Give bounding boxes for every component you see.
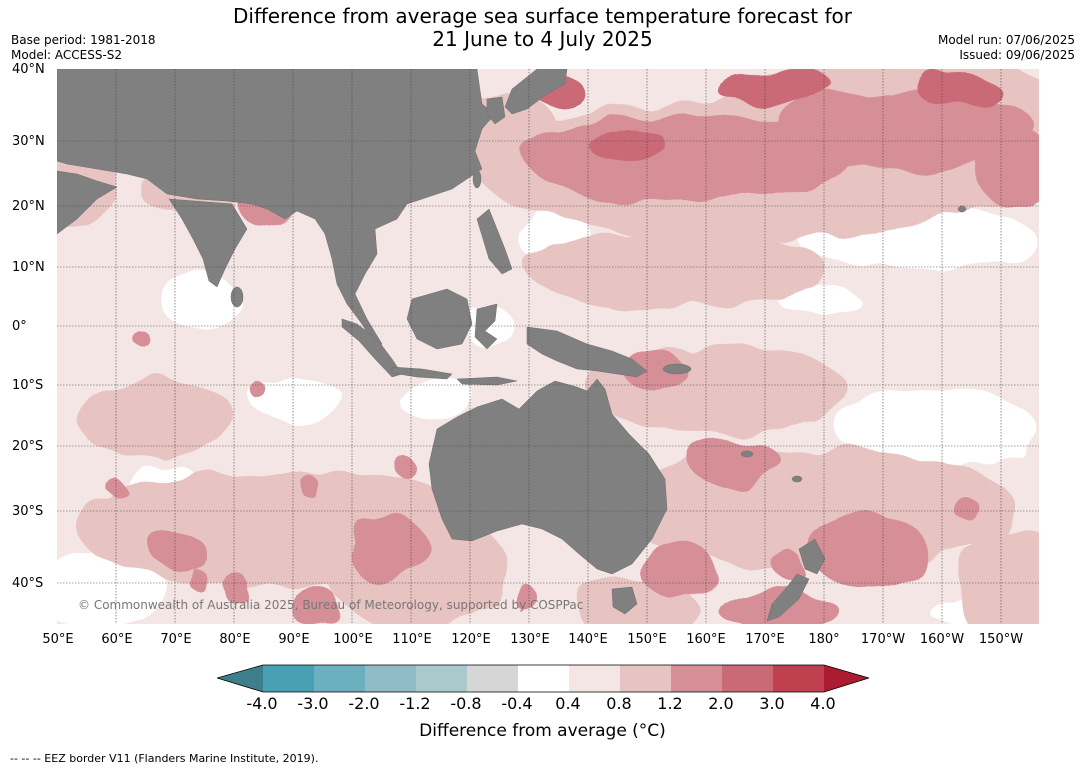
lat-label-20n: 20°N bbox=[12, 199, 45, 214]
colorbar-title: Difference from average (°C) bbox=[419, 721, 666, 741]
colorbar-low-arrow bbox=[217, 665, 263, 692]
colorbar-swatch-3 bbox=[365, 665, 416, 692]
colorbar-swatch-6 bbox=[518, 665, 569, 692]
colorbar-swatch-11 bbox=[773, 665, 824, 692]
graticule bbox=[57, 69, 1039, 624]
lon-label-150e: 150°E bbox=[627, 632, 667, 647]
lon-label-180: 180° bbox=[808, 632, 840, 647]
lon-label-100e: 100°E bbox=[333, 632, 373, 647]
lon-label-90e: 90°E bbox=[278, 632, 310, 647]
lon-label-110e: 110°E bbox=[392, 632, 432, 647]
lat-label-10s: 10°S bbox=[12, 378, 44, 393]
colorbar-tick: -2.0 bbox=[348, 694, 380, 713]
colorbar-tick: -3.0 bbox=[297, 694, 329, 713]
lon-label-170e: 170°E bbox=[745, 632, 785, 647]
anomaly-field bbox=[57, 69, 1039, 624]
base-period-text: Base period: 1981-2018 bbox=[11, 33, 156, 47]
lat-label-20s: 20°S bbox=[12, 439, 44, 454]
colorbar-swatch-4 bbox=[416, 665, 467, 692]
lon-label-50e: 50°E bbox=[42, 632, 74, 647]
colorbar-swatch-2 bbox=[314, 665, 365, 692]
colorbar-tick: 4.0 bbox=[810, 694, 836, 713]
colorbar-tick: 1.2 bbox=[657, 694, 683, 713]
lon-label-160e: 160°E bbox=[686, 632, 726, 647]
colorbar-swatch-8 bbox=[620, 665, 671, 692]
colorbar-swatch-7 bbox=[569, 665, 620, 692]
lon-label-170w: 170°W bbox=[860, 632, 906, 647]
lat-label-30s: 30°S bbox=[12, 504, 44, 519]
colorbar-high-arrow bbox=[824, 665, 869, 692]
model-name-text: Model: ACCESS-S2 bbox=[11, 48, 123, 62]
colorbar-swatch-5 bbox=[467, 665, 518, 692]
lon-label-70e: 70°E bbox=[160, 632, 192, 647]
colorbar-tick: 0.4 bbox=[555, 694, 581, 713]
lon-label-60e: 60°E bbox=[101, 632, 133, 647]
landmasses bbox=[57, 69, 967, 622]
map-title-line-1: Difference from average sea surface temp… bbox=[232, 4, 852, 28]
lat-label-40n: 40°N bbox=[12, 62, 45, 77]
sst-anomaly-map bbox=[57, 69, 1039, 624]
colorbar-tick: 2.0 bbox=[708, 694, 734, 713]
lon-label-130e: 130°E bbox=[510, 632, 550, 647]
lat-label-10n: 10°N bbox=[12, 260, 45, 275]
colorbar-outline bbox=[217, 664, 869, 693]
colorbar-swatch-10 bbox=[722, 665, 773, 692]
colorbar bbox=[217, 664, 869, 693]
model-run-text: Model run: 07/06/2025 bbox=[937, 33, 1075, 47]
eez-border-note: -- -- -- EEZ border V11 (Flanders Marine… bbox=[10, 752, 319, 765]
issued-date-text: Issued: 09/06/2025 bbox=[959, 48, 1075, 62]
lon-label-140e: 140°E bbox=[568, 632, 608, 647]
metadata-right: Model run: 07/06/2025 Issued: 09/06/2025 bbox=[938, 33, 1075, 63]
lat-label-40s: 40°S bbox=[12, 576, 44, 591]
colorbar-swatch-1 bbox=[263, 665, 314, 692]
lon-label-150w: 150°W bbox=[978, 632, 1024, 647]
colorbar-tick: -1.2 bbox=[399, 694, 431, 713]
colorbar-tick: 0.8 bbox=[606, 694, 632, 713]
colorbar-tick: -0.8 bbox=[450, 694, 482, 713]
colorbar-swatch-9 bbox=[671, 665, 722, 692]
lon-label-120e: 120°E bbox=[451, 632, 491, 647]
colorbar-tick: -4.0 bbox=[246, 694, 278, 713]
lat-label-equator: 0° bbox=[12, 319, 27, 334]
colorbar-tick: 3.0 bbox=[759, 694, 785, 713]
lon-label-80e: 80°E bbox=[219, 632, 251, 647]
colorbar-tick: -0.4 bbox=[501, 694, 533, 713]
lon-label-160w: 160°W bbox=[919, 632, 965, 647]
lat-label-30n: 30°N bbox=[12, 134, 45, 149]
metadata-left: Base period: 1981-2018 Model: ACCESS-S2 bbox=[11, 33, 156, 63]
copyright-notice: © Commonwealth of Australia 2025, Bureau… bbox=[78, 598, 584, 612]
map-title-line-2: 21 June to 4 July 2025 bbox=[432, 27, 653, 51]
